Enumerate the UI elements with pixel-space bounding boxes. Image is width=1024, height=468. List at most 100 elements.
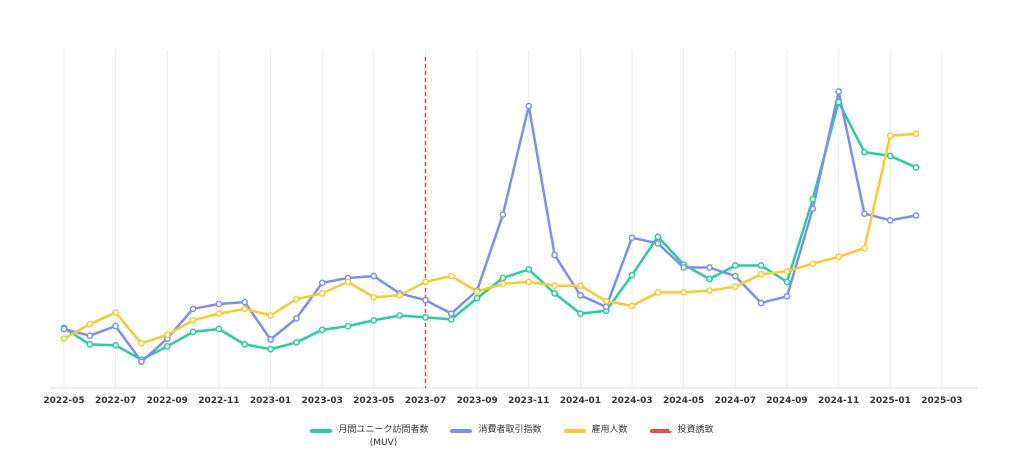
data-point-series-0 — [706, 275, 713, 283]
data-point-series-1 — [370, 272, 378, 280]
data-point-series-1 — [706, 264, 713, 271]
legend-swatch — [649, 429, 672, 433]
line-chart: 2022-05 2022-07 2022-09 2022-11 2023-01 2023-… — [43, 50, 978, 406]
data-point-series-2 — [628, 302, 636, 310]
data-point-series-1 — [499, 211, 507, 218]
legend-label: 月間ユニーク訪問者数 (MUV) — [338, 425, 429, 448]
data-point-series-2 — [189, 316, 197, 324]
data-point-series-1 — [189, 305, 197, 313]
data-point-series-0 — [86, 341, 94, 348]
data-point-series-2 — [112, 309, 119, 316]
data-point-series-2 — [525, 278, 533, 286]
data-point-series-2 — [706, 287, 713, 294]
data-point-series-1 — [86, 332, 94, 340]
data-point-series-1 — [783, 292, 791, 300]
data-point-series-0 — [163, 342, 171, 350]
data-point-series-2 — [396, 291, 404, 299]
data-point-series-2 — [138, 340, 145, 347]
data-point-series-2 — [422, 278, 429, 286]
data-point-series-2 — [473, 288, 481, 295]
data-point-series-0 — [293, 339, 300, 346]
x-tick-label: 2024-07 — [715, 396, 756, 406]
data-point-series-2 — [602, 297, 610, 305]
data-point-series-1 — [447, 310, 455, 317]
legend-label: 投資誘致 — [677, 425, 714, 435]
data-point-series-0 — [731, 262, 739, 269]
data-point-series-0 — [499, 274, 507, 282]
data-point-series-0 — [370, 316, 378, 324]
x-tick-label: 2023-11 — [508, 396, 549, 406]
x-tick-label: 2024-01 — [560, 396, 601, 406]
data-point-series-0 — [861, 148, 868, 156]
data-point-series-1 — [886, 216, 894, 224]
data-point-series-0 — [809, 195, 817, 203]
x-tick-label: 2023-01 — [250, 396, 291, 406]
data-point-series-1 — [267, 336, 274, 343]
data-point-series-2 — [551, 282, 558, 290]
data-point-series-2 — [86, 320, 94, 328]
data-point-series-0 — [835, 98, 842, 106]
data-point-series-0 — [886, 152, 894, 160]
data-point-series-2 — [577, 282, 584, 290]
x-tick-label: 2023-05 — [353, 396, 394, 406]
series-line-2 — [62, 132, 918, 345]
data-point-series-0 — [577, 310, 584, 317]
data-point-series-2 — [499, 280, 507, 288]
data-point-series-1 — [731, 272, 739, 280]
data-point-series-1 — [318, 279, 326, 287]
data-point-series-2 — [447, 272, 455, 280]
data-point-series-1 — [835, 88, 842, 95]
data-point-series-1 — [912, 212, 920, 219]
data-point-series-1 — [525, 102, 533, 110]
x-tick-label: 2024-03 — [611, 396, 652, 406]
x-tick-label: 2025-03 — [921, 396, 962, 406]
data-point-series-0 — [396, 312, 404, 319]
legend-label: 消費者取引指数 — [478, 425, 542, 435]
x-tick-label: 2024-09 — [766, 396, 807, 406]
chart-legend: 月間ユニーク訪問者数 (MUV) 消費者取引指数 雇用人数 投資誘致 — [0, 424, 1024, 450]
legend-item[interactable]: 雇用人数 — [563, 424, 628, 437]
legend-swatch — [450, 429, 473, 433]
x-tick-label: 2022-05 — [43, 396, 84, 406]
data-point-series-2 — [60, 335, 68, 342]
data-point-series-1 — [577, 291, 584, 299]
data-point-series-2 — [731, 283, 739, 291]
data-point-series-0 — [112, 341, 119, 349]
data-point-series-0 — [241, 341, 249, 348]
data-point-series-0 — [267, 345, 274, 353]
legend-item[interactable]: 投資誘致 — [649, 424, 714, 437]
data-point-series-2 — [835, 253, 842, 261]
data-point-series-0 — [473, 294, 481, 302]
data-point-series-2 — [267, 312, 274, 319]
data-point-series-2 — [886, 132, 894, 140]
data-point-series-1 — [293, 315, 300, 322]
data-point-series-1 — [602, 303, 610, 311]
data-point-series-0 — [422, 314, 429, 321]
data-point-series-2 — [215, 310, 223, 317]
x-tick-label: 2024-11 — [818, 396, 859, 406]
data-point-series-2 — [809, 260, 817, 267]
data-point-series-0 — [189, 328, 197, 336]
x-tick-label: 2022-09 — [147, 396, 188, 406]
data-point-series-0 — [912, 164, 920, 171]
data-point-series-2 — [912, 130, 920, 138]
data-point-series-0 — [551, 290, 558, 297]
legend-swatch — [310, 429, 333, 433]
data-point-series-0 — [654, 233, 662, 241]
legend-label: 雇用人数 — [591, 425, 628, 435]
data-point-series-1 — [628, 234, 636, 242]
data-point-series-2 — [241, 305, 249, 313]
data-point-series-1 — [215, 300, 223, 308]
legend-item[interactable]: 消費者取引指数 — [450, 424, 542, 437]
data-point-series-1 — [241, 298, 249, 306]
data-point-series-2 — [680, 289, 688, 296]
legend-item[interactable]: 月間ユニーク訪問者数 (MUV) — [310, 424, 428, 450]
data-point-series-2 — [861, 244, 868, 252]
data-point-series-1 — [60, 325, 68, 333]
x-tick-label: 2023-03 — [302, 396, 343, 406]
legend-swatch — [563, 429, 586, 433]
x-tick-label: 2023-09 — [456, 396, 497, 406]
data-point-series-0 — [215, 325, 223, 333]
data-point-series-1 — [680, 264, 688, 271]
